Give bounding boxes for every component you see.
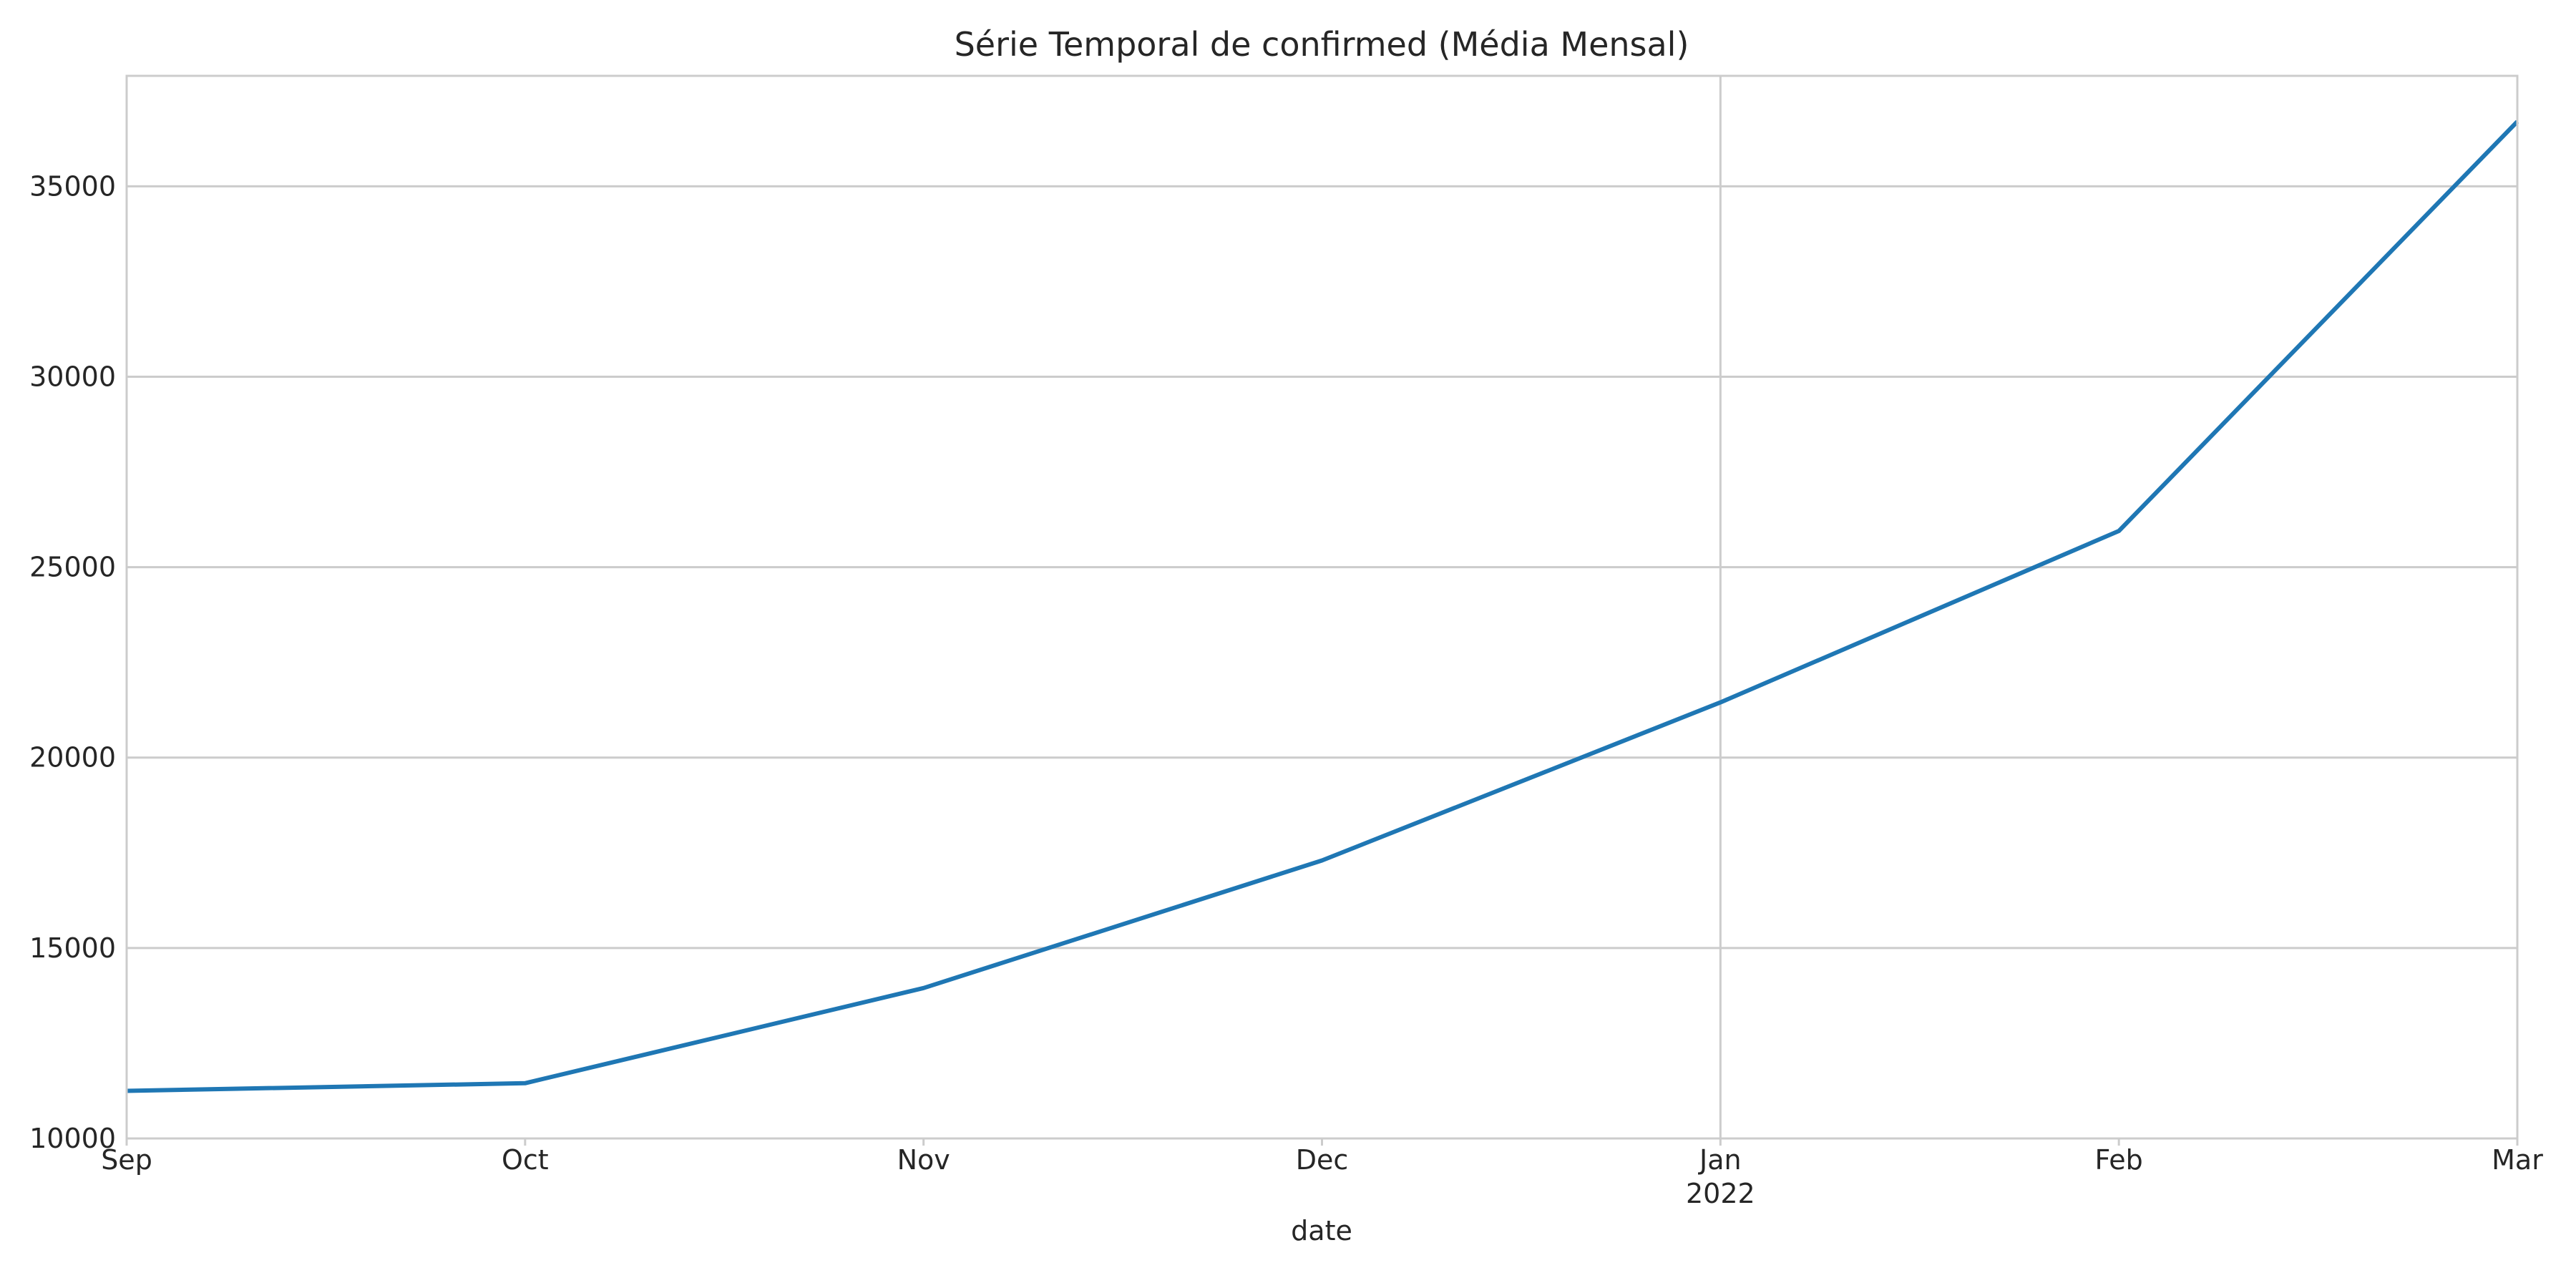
x-axis-label: date	[1291, 1215, 1352, 1246]
y-tick-label: 10000	[29, 1123, 116, 1154]
y-tick-label: 20000	[29, 742, 116, 774]
x-tick-sublabel: 2022	[1686, 1178, 1755, 1209]
series-line	[126, 119, 2519, 1093]
x-tick-label: Oct	[502, 1144, 549, 1176]
y-tick-label: 15000	[29, 932, 116, 964]
x-tick-label: Sep	[101, 1144, 152, 1176]
y-tick-label: 30000	[29, 361, 116, 392]
y-tick-label: 35000	[29, 170, 116, 202]
x-tick-label: Dec	[1296, 1144, 1349, 1176]
x-tick-label: Nov	[897, 1144, 950, 1176]
x-tick-label: Jan	[1698, 1144, 1742, 1176]
series-layer	[126, 119, 2519, 1093]
x-tick-label: Feb	[2095, 1144, 2143, 1176]
x-tick-label: Mar	[2492, 1144, 2543, 1176]
chart-title: Série Temporal de confirmed (Média Mensa…	[955, 25, 1689, 64]
y-tick-label: 25000	[29, 552, 116, 583]
y-axis-ticks: 10000 15000 20000 25000 30000 35000	[29, 170, 116, 1154]
